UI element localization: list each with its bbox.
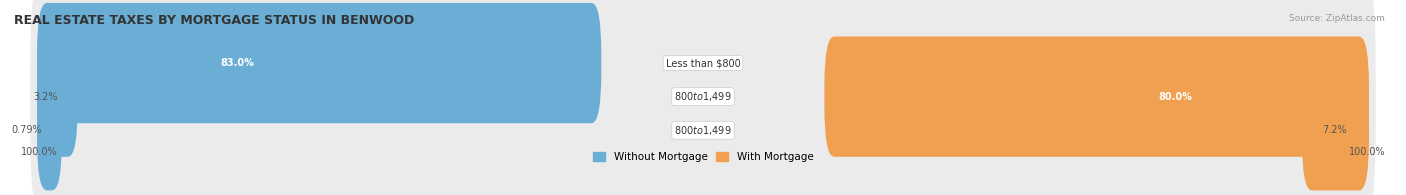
Text: 100.0%: 100.0% (21, 147, 58, 157)
FancyBboxPatch shape (31, 2, 1375, 192)
Text: 0.79%: 0.79% (11, 125, 42, 135)
FancyBboxPatch shape (37, 3, 602, 123)
FancyBboxPatch shape (37, 70, 62, 190)
FancyBboxPatch shape (37, 36, 77, 157)
FancyBboxPatch shape (31, 0, 1375, 158)
FancyBboxPatch shape (1302, 70, 1369, 190)
Text: $800 to $1,499: $800 to $1,499 (675, 124, 731, 137)
FancyBboxPatch shape (31, 35, 1375, 195)
Text: 3.2%: 3.2% (34, 92, 58, 102)
Text: 7.2%: 7.2% (1322, 125, 1347, 135)
Text: 100.0%: 100.0% (1348, 147, 1385, 157)
Text: Source: ZipAtlas.com: Source: ZipAtlas.com (1289, 14, 1385, 23)
Text: Less than $800: Less than $800 (665, 58, 741, 68)
Text: $800 to $1,499: $800 to $1,499 (675, 90, 731, 103)
Text: 83.0%: 83.0% (221, 58, 254, 68)
Legend: Without Mortgage, With Mortgage: Without Mortgage, With Mortgage (589, 148, 817, 167)
Text: REAL ESTATE TAXES BY MORTGAGE STATUS IN BENWOOD: REAL ESTATE TAXES BY MORTGAGE STATUS IN … (14, 14, 415, 27)
Text: 80.0%: 80.0% (1159, 92, 1192, 102)
FancyBboxPatch shape (824, 36, 1369, 157)
